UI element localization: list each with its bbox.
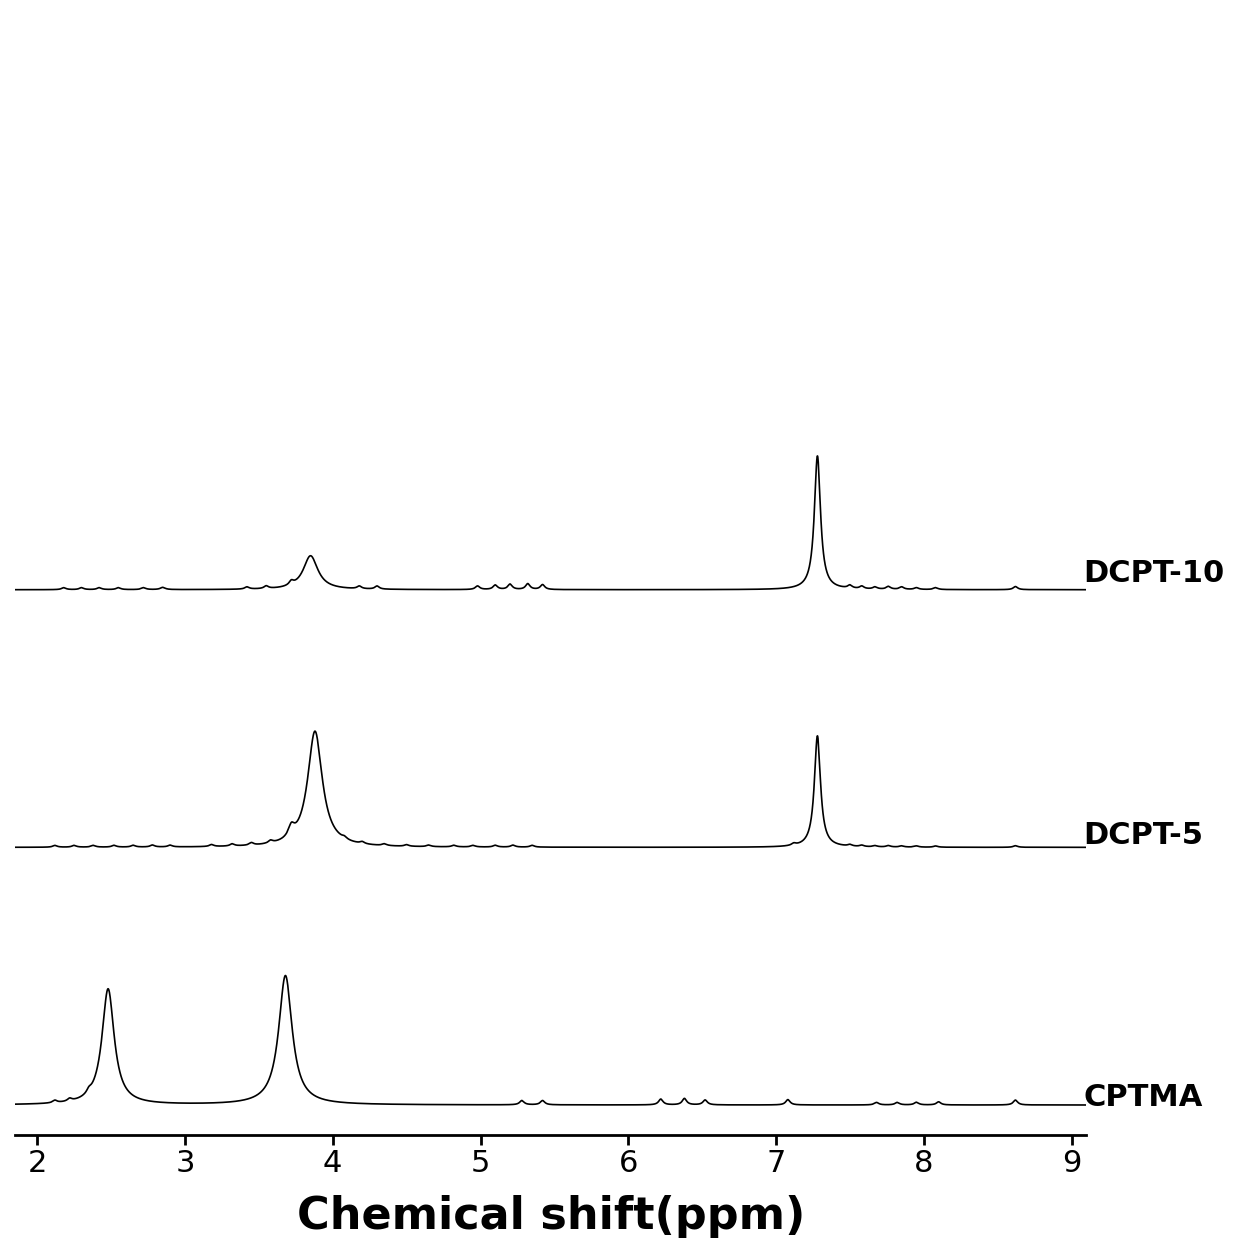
Text: DCPT-5: DCPT-5	[1084, 821, 1204, 850]
X-axis label: Chemical shift(ppm): Chemical shift(ppm)	[296, 1195, 805, 1238]
Text: DCPT-10: DCPT-10	[1084, 559, 1225, 589]
Text: CPTMA: CPTMA	[1084, 1083, 1203, 1111]
